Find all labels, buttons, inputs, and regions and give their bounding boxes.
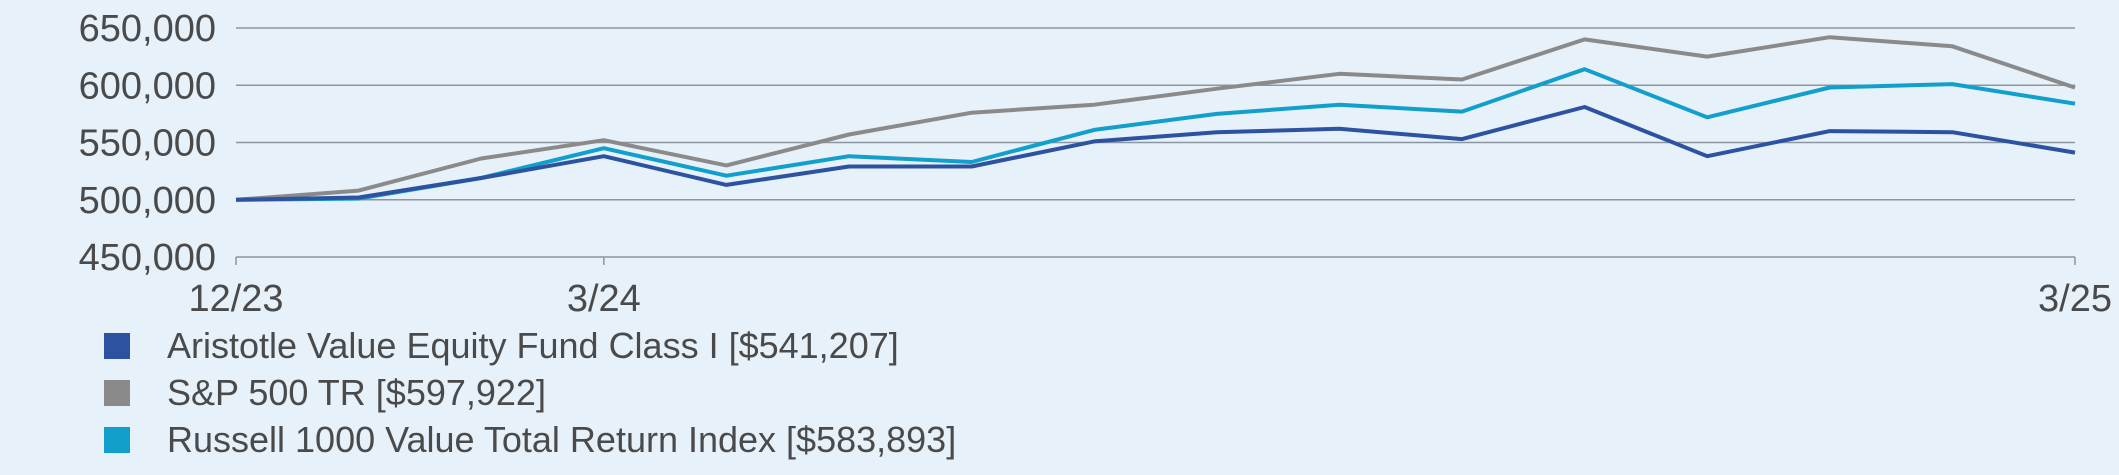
gridlines (236, 27, 2075, 258)
y-tick-label-3: 500,000 (79, 180, 216, 222)
legend-label-russell: Russell 1000 Value Total Return Index [$… (167, 418, 957, 460)
legend-label-sp500: S&P 500 TR [$597,922] (167, 371, 546, 413)
legend-item-sp500: S&P 500 TR [$597,922] (104, 369, 956, 416)
legend: Aristotle Value Equity Fund Class I [$54… (104, 322, 956, 463)
series-line-sp500 (235, 35, 2076, 202)
series-lines (235, 35, 2076, 202)
legend-label-fund: Aristotle Value Equity Fund Class I [$54… (167, 324, 899, 366)
legend-swatch-fund (104, 332, 130, 359)
y-tick-label-0: 650,000 (79, 8, 216, 50)
x-tick-label-1: 3/24 (567, 278, 641, 320)
legend-item-fund: Aristotle Value Equity Fund Class I [$54… (104, 322, 956, 369)
x-axis-ticks: 12/23 3/24 3/25 (188, 257, 2112, 320)
series-line-russell (235, 67, 2076, 202)
x-tick-label-0: 12/23 (188, 278, 283, 320)
series-line-fund (235, 105, 2076, 202)
x-tick-label-2: 3/25 (2038, 278, 2112, 320)
legend-swatch-russell (104, 426, 130, 453)
legend-swatch-sp500 (104, 379, 130, 406)
line-chart: 650,000 600,000 550,000 500,000 450,000 12/2… (79, 8, 2112, 320)
y-axis-ticks: 650,000 600,000 550,000 500,000 450,000 (79, 8, 216, 279)
y-tick-label-4: 450,000 (79, 237, 216, 279)
legend-item-russell: Russell 1000 Value Total Return Index [$… (104, 416, 956, 463)
y-tick-label-2: 550,000 (79, 123, 216, 165)
y-tick-label-1: 600,000 (79, 65, 216, 107)
